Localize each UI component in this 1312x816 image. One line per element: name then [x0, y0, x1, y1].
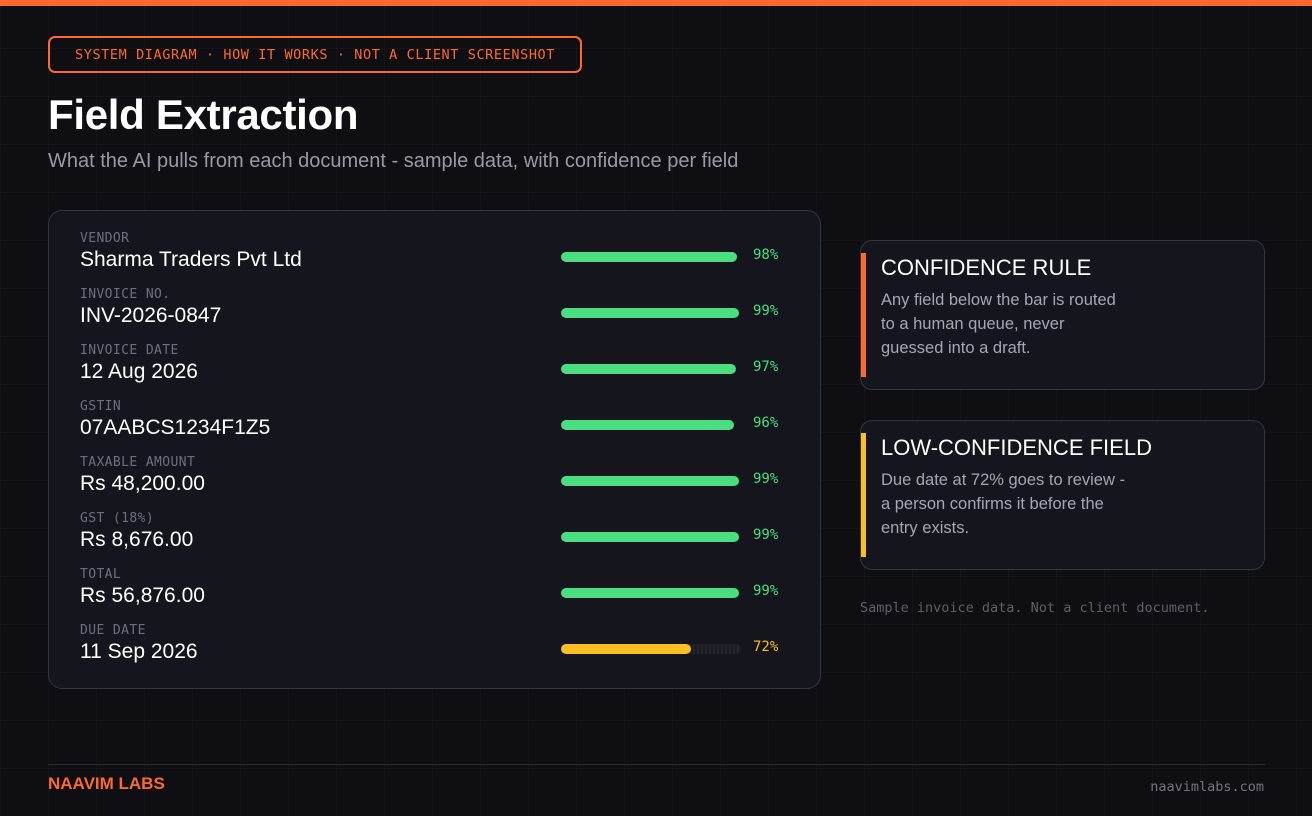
confidence-bar-fill: [561, 364, 736, 374]
field-value: Sharma Traders Pvt Ltd: [80, 248, 302, 271]
confidence-rule-card: CONFIDENCE RULE Any field below the bar …: [860, 240, 1265, 390]
confidence-percent: 99%: [753, 583, 779, 599]
field-value: INV-2026-0847: [80, 304, 222, 327]
note-body: Due date at 72% goes to review - a perso…: [881, 471, 1125, 537]
confidence-bar-fill: [561, 644, 691, 654]
confidence-bar-fill: [561, 308, 739, 318]
footer-domain[interactable]: naavimlabs.com: [1150, 779, 1264, 795]
page-title: Field Extraction: [48, 91, 359, 138]
confidence-bar-track: [561, 476, 741, 486]
confidence-percent: 99%: [753, 303, 779, 319]
confidence-bar-track: [561, 252, 741, 262]
top-accent-stripe: [0, 0, 1312, 6]
field-value: 07AABCS1234F1Z5: [80, 416, 271, 439]
page-subtitle: What the AI pulls from each document - s…: [48, 150, 739, 172]
sample-disclaimer: Sample invoice data. Not a client docume…: [860, 600, 1210, 616]
confidence-bar-fill: [561, 252, 737, 262]
confidence-bar-track: [561, 588, 741, 598]
field-label: INVOICE NO.: [80, 287, 171, 302]
extraction-card: VENDOR Sharma Traders Pvt Ltd 98% INVOICE N…: [48, 210, 821, 689]
field-row: DUE DATE 11 Sep 2026 72%: [80, 623, 800, 673]
field-value: Rs 56,876.00: [80, 584, 205, 607]
field-row: GST (18%) Rs 8,676.00 99%: [80, 511, 800, 561]
confidence-percent: 97%: [753, 359, 779, 375]
note-title: LOW-CONFIDENCE FIELD: [881, 435, 1152, 460]
note-title: CONFIDENCE RULE: [881, 255, 1092, 280]
confidence-percent: 99%: [753, 471, 779, 487]
field-row: INVOICE NO. INV-2026-0847 99%: [80, 287, 800, 337]
diagram-tag: SYSTEM DIAGRAM · HOW IT WORKS · NOT A CL…: [48, 36, 582, 73]
field-row: GSTIN 07AABCS1234F1Z5 96%: [80, 399, 800, 449]
confidence-bar-track: [561, 644, 741, 654]
confidence-percent: 98%: [753, 247, 779, 263]
field-value: Rs 8,676.00: [80, 528, 194, 551]
field-row: VENDOR Sharma Traders Pvt Ltd 98%: [80, 231, 800, 281]
field-label: GST (18%): [80, 511, 155, 526]
field-row: TAXABLE AMOUNT Rs 48,200.00 99%: [80, 455, 800, 505]
confidence-percent: 99%: [753, 527, 779, 543]
brand-logo: NAAVIM LABS: [48, 774, 165, 793]
confidence-bar-track: [561, 308, 741, 318]
confidence-bar-track: [561, 532, 741, 542]
confidence-bar-fill: [561, 420, 734, 430]
field-row: TOTAL Rs 56,876.00 99%: [80, 567, 800, 617]
field-label: TAXABLE AMOUNT: [80, 455, 196, 470]
field-label: VENDOR: [80, 231, 130, 246]
field-row: INVOICE DATE 12 Aug 2026 97%: [80, 343, 800, 393]
confidence-bar-track: [561, 364, 741, 374]
note-accent-bar: [861, 253, 866, 377]
confidence-bar-fill: [561, 532, 739, 542]
confidence-bar-track: [561, 420, 741, 430]
low-confidence-card: LOW-CONFIDENCE FIELD Due date at 72% goe…: [860, 420, 1265, 570]
field-label: GSTIN: [80, 399, 122, 414]
note-body: Any field below the bar is routed to a h…: [881, 291, 1116, 357]
field-label: DUE DATE: [80, 623, 146, 638]
confidence-percent: 96%: [753, 415, 779, 431]
confidence-bar-fill: [561, 588, 739, 598]
field-value: 11 Sep 2026: [80, 640, 198, 663]
footer-divider: [48, 764, 1265, 765]
field-value: Rs 48,200.00: [80, 472, 205, 495]
confidence-bar-fill: [561, 476, 739, 486]
confidence-percent: 72%: [753, 639, 779, 655]
field-label: INVOICE DATE: [80, 343, 179, 358]
field-value: 12 Aug 2026: [80, 360, 198, 383]
note-accent-bar: [861, 433, 866, 557]
field-label: TOTAL: [80, 567, 122, 582]
